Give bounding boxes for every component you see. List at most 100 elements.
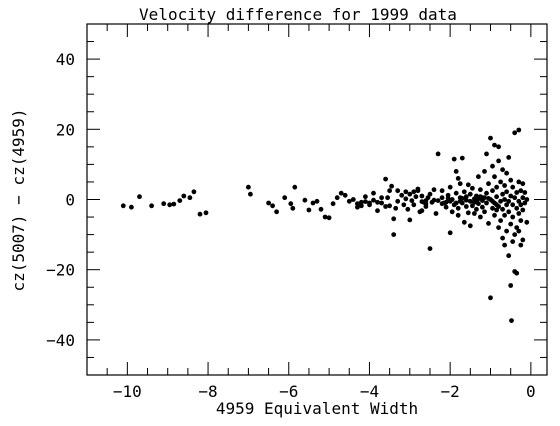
data-point: [326, 215, 332, 221]
x-axis-label: 4959 Equivalent Width: [216, 399, 418, 418]
data-point: [465, 210, 471, 216]
data-point: [486, 221, 491, 226]
data-point: [506, 209, 512, 215]
data-point: [516, 179, 522, 185]
data-point: [502, 242, 507, 248]
data-point: [443, 204, 449, 210]
data-point: [500, 206, 505, 212]
data-point: [248, 191, 253, 197]
data-point: [478, 187, 483, 193]
x-tick-label: −6: [279, 382, 298, 401]
data-point: [334, 195, 340, 201]
data-point: [502, 197, 507, 202]
data-point: [427, 246, 433, 252]
data-point: [451, 156, 457, 162]
data-point: [310, 200, 316, 206]
data-point: [439, 188, 445, 194]
data-point: [129, 204, 134, 210]
data-point: [290, 205, 296, 211]
data-point: [445, 196, 451, 201]
data-point: [518, 202, 524, 208]
data-point: [498, 179, 503, 185]
data-point: [455, 205, 461, 211]
data-point: [463, 197, 469, 203]
y-tick-label: −40: [46, 331, 75, 350]
data-point: [411, 202, 417, 208]
data-point: [457, 181, 463, 187]
data-point: [500, 167, 505, 173]
data-point: [463, 194, 469, 200]
data-point: [474, 206, 479, 212]
data-point: [494, 194, 499, 200]
x-tick-label: 0: [526, 382, 536, 401]
data-point: [494, 207, 499, 213]
data-point: [447, 184, 453, 190]
data-point: [488, 295, 493, 301]
data-point: [177, 198, 183, 204]
data-point: [480, 204, 485, 210]
data-point: [461, 189, 467, 195]
data-point: [522, 200, 528, 206]
data-point: [191, 189, 197, 195]
data-point: [520, 181, 526, 187]
data-point: [393, 205, 399, 211]
data-point: [403, 189, 409, 195]
data-point: [137, 194, 142, 200]
data-point: [490, 198, 495, 204]
data-point: [443, 199, 449, 205]
y-tick-label: 40: [56, 50, 75, 69]
data-point: [419, 199, 425, 205]
data-point: [403, 196, 409, 202]
data-point: [492, 142, 497, 148]
data-point: [383, 204, 388, 209]
data-point: [512, 130, 518, 136]
data-point: [167, 202, 173, 208]
data-point: [496, 225, 501, 231]
data-point: [500, 235, 505, 241]
data-point: [498, 218, 503, 224]
data-point: [482, 169, 487, 174]
data-point: [455, 176, 461, 181]
data-point: [401, 202, 407, 208]
data-point: [498, 198, 503, 204]
x-tick-label: −2: [441, 382, 460, 401]
data-point: [470, 185, 475, 191]
data-point: [288, 201, 294, 207]
data-point: [482, 209, 487, 215]
data-point: [363, 194, 368, 200]
data-point: [203, 210, 209, 216]
data-point: [379, 195, 384, 201]
data-point: [270, 203, 275, 209]
data-point: [502, 183, 507, 188]
data-point: [514, 205, 520, 211]
data-point: [453, 169, 459, 174]
data-point: [409, 198, 415, 204]
data-point: [504, 170, 509, 176]
data-point: [520, 237, 526, 243]
data-point: [342, 192, 348, 198]
data-point: [476, 174, 481, 180]
data-point: [391, 232, 397, 238]
data-point: [429, 199, 435, 205]
data-point: [502, 212, 507, 218]
data-point: [302, 197, 308, 203]
data-point: [423, 198, 429, 204]
data-point: [506, 253, 512, 259]
data-point: [470, 203, 475, 209]
data-point: [504, 202, 509, 208]
data-point: [350, 197, 356, 202]
data-point: [516, 198, 522, 204]
data-point: [419, 193, 425, 199]
data-point: [383, 176, 388, 182]
data-point: [516, 127, 522, 133]
data-point: [433, 211, 439, 216]
data-point: [385, 195, 390, 201]
data-point: [486, 196, 491, 201]
data-point: [465, 182, 471, 188]
data-point: [494, 184, 499, 190]
data-point: [197, 211, 203, 217]
data-point: [379, 200, 384, 206]
data-point: [472, 211, 477, 216]
